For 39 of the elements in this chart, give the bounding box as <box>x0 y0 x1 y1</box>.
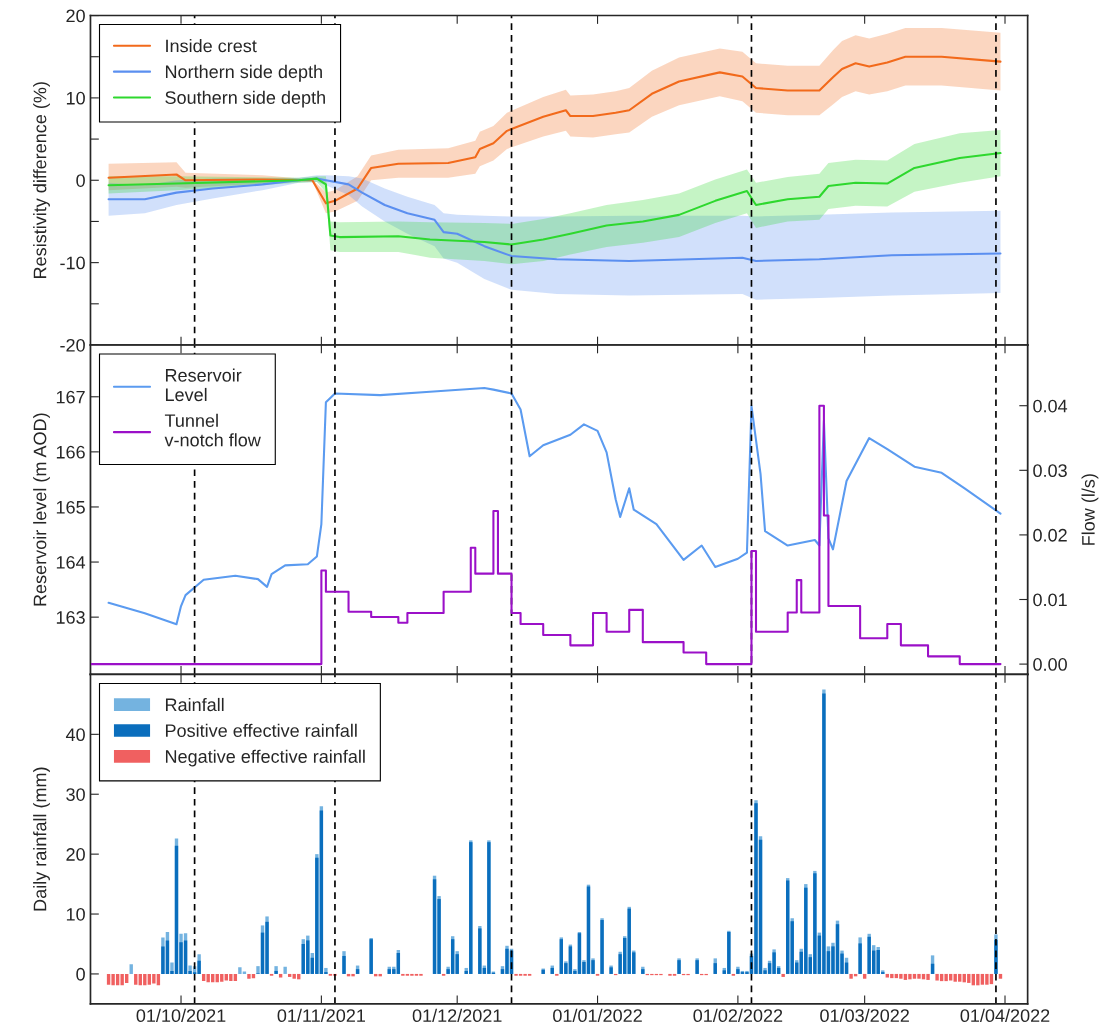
y-tick-label: 10 <box>66 91 85 105</box>
y-tick-label: 167 <box>56 390 85 404</box>
y-tick-label: 0 <box>76 174 85 187</box>
y-tick-label: 20 <box>66 9 85 23</box>
y-tick-label: 20 <box>66 848 85 861</box>
x-tick-label: 01/01/2022 <box>553 1008 642 1023</box>
y2-tick-label: 0.00 <box>1033 658 1067 671</box>
x-tick-label: 01/12/2021 <box>412 1008 502 1023</box>
y2-tick-label: 0.01 <box>1033 593 1067 607</box>
x-tick-label: 01/03/2022 <box>820 1008 909 1023</box>
y-tick-label: 10 <box>66 907 85 921</box>
x-tick-label: 01/02/2022 <box>693 1008 783 1023</box>
legend-label: Rainfall <box>165 697 224 712</box>
legend-label: Tunnel v-notch flow <box>164 413 261 447</box>
y-axis-title: Resistivity difference (%) <box>33 82 50 278</box>
y-tick-label: -20 <box>60 338 85 352</box>
legend-label: Southern side depth <box>165 90 325 108</box>
y-axis-title: Daily rainfall (mm) <box>33 767 50 911</box>
legend-label: Northern side depth <box>165 64 322 82</box>
y2-tick-label: 0.02 <box>1033 528 1067 542</box>
y-tick-label: 163 <box>56 611 85 624</box>
y-tick-label: 165 <box>56 500 85 514</box>
x-tick-label: 01/10/2021 <box>136 1008 226 1023</box>
x-tick-label: 01/11/2021 <box>277 1008 366 1023</box>
y-tick-label: -10 <box>60 256 85 270</box>
y-tick-label: 40 <box>65 728 85 742</box>
y-axis-title: Reservoir level (m AOD) <box>33 413 50 606</box>
x-tick-label: 01/04/2022 <box>960 1008 1050 1023</box>
y2-tick-label: 0.03 <box>1033 464 1067 478</box>
y-tick-label: 164 <box>56 555 86 569</box>
y-tick-label: 166 <box>56 445 85 459</box>
legend-label: Reservoir Level <box>165 368 242 402</box>
y2-tick-label: 0.04 <box>1033 399 1068 413</box>
y2-axis-title: Flow (l/s) <box>1081 474 1099 545</box>
legend-label: Negative effective rainfall <box>165 749 365 767</box>
y-tick-label: 0 <box>76 967 85 981</box>
legend-label: Positive effective rainfall <box>165 723 357 738</box>
legend-label: Inside crest <box>166 39 257 53</box>
y-tick-label: 30 <box>66 788 85 801</box>
